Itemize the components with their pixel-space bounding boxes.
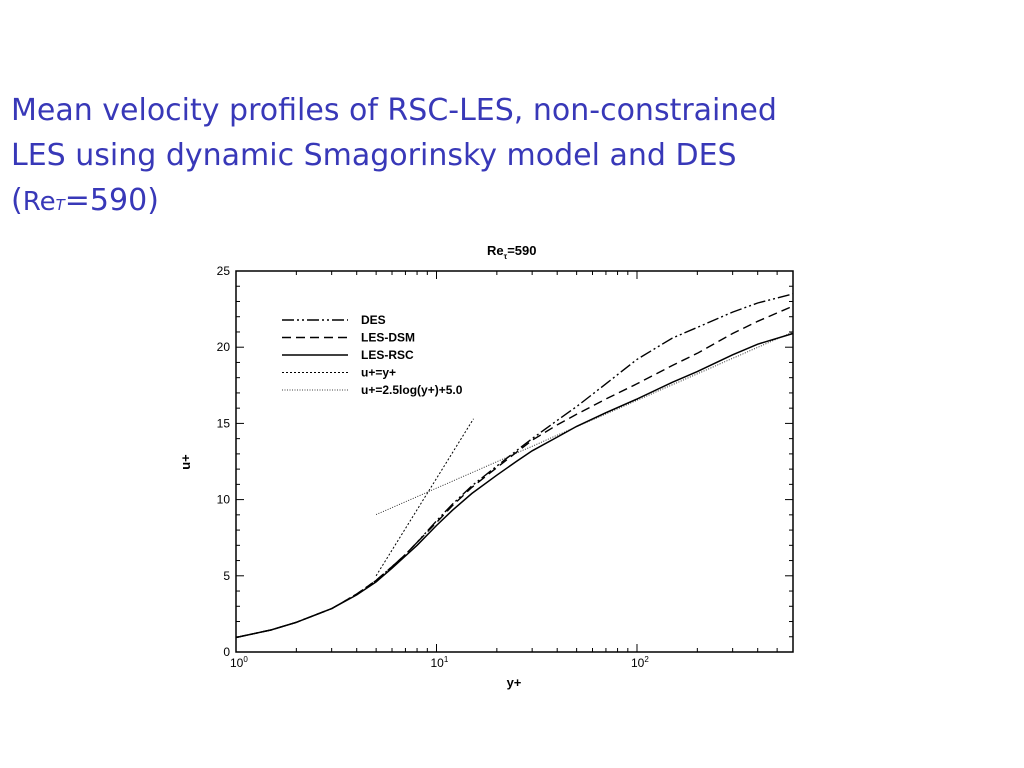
y-axis-label: u+ — [178, 454, 193, 470]
slide-title-re: Re — [22, 187, 56, 217]
slide-title: Mean velocity profiles of RSC-LES, non-c… — [11, 88, 1011, 228]
legend-label: u+=y+ — [361, 366, 396, 380]
plot-frame — [235, 270, 794, 653]
slide-title-re-subscript: T — [55, 196, 65, 214]
legend-label: LES-DSM — [361, 331, 415, 345]
axis-ticks: 0 5 10 15 20 25 100 101 102 — [217, 264, 794, 670]
y-tick-label: 5 — [223, 569, 230, 583]
y-tick-label: 25 — [217, 264, 231, 278]
series-line-les-rsc — [235, 332, 794, 639]
slide-title-line-1: Mean velocity profiles of RSC-LES, non-c… — [11, 93, 777, 128]
chart-title-subscript: τ — [504, 252, 508, 261]
slide-title-line-3-open: ( — [11, 183, 23, 218]
y-tick-label: 0 — [223, 645, 230, 659]
x-tick-label: 100 — [230, 655, 248, 670]
slide-title-line-2: LES using dynamic Smagorinsky model and … — [11, 138, 737, 173]
x-axis-label: y+ — [507, 675, 522, 690]
slide-title-line-3-rest: =590) — [64, 183, 159, 218]
x-tick-label: 101 — [430, 655, 448, 670]
chart-legend: DES LES-DSM LES-RSC u+=y+ u+=2.5log(y+)+5.0 — [282, 313, 463, 397]
series-line-u-y — [375, 418, 474, 577]
chart-title-main: Re — [487, 243, 504, 258]
chart-title: Reτ=590 — [487, 243, 537, 261]
plot-series — [235, 293, 794, 639]
y-tick-label: 15 — [217, 416, 231, 430]
x-tick-label: 102 — [631, 655, 649, 670]
series-line-les-dsm — [235, 305, 794, 639]
chart-title-rest: =590 — [507, 243, 536, 258]
series-line-des — [235, 293, 794, 639]
y-tick-label: 10 — [217, 493, 231, 507]
legend-label: u+=2.5log(y+)+5.0 — [361, 383, 463, 397]
legend-label: LES-RSC — [361, 348, 414, 362]
y-tick-label: 20 — [217, 340, 231, 354]
series-line-u-2-5log-y-5-0 — [375, 331, 794, 515]
legend-label: DES — [361, 313, 386, 327]
